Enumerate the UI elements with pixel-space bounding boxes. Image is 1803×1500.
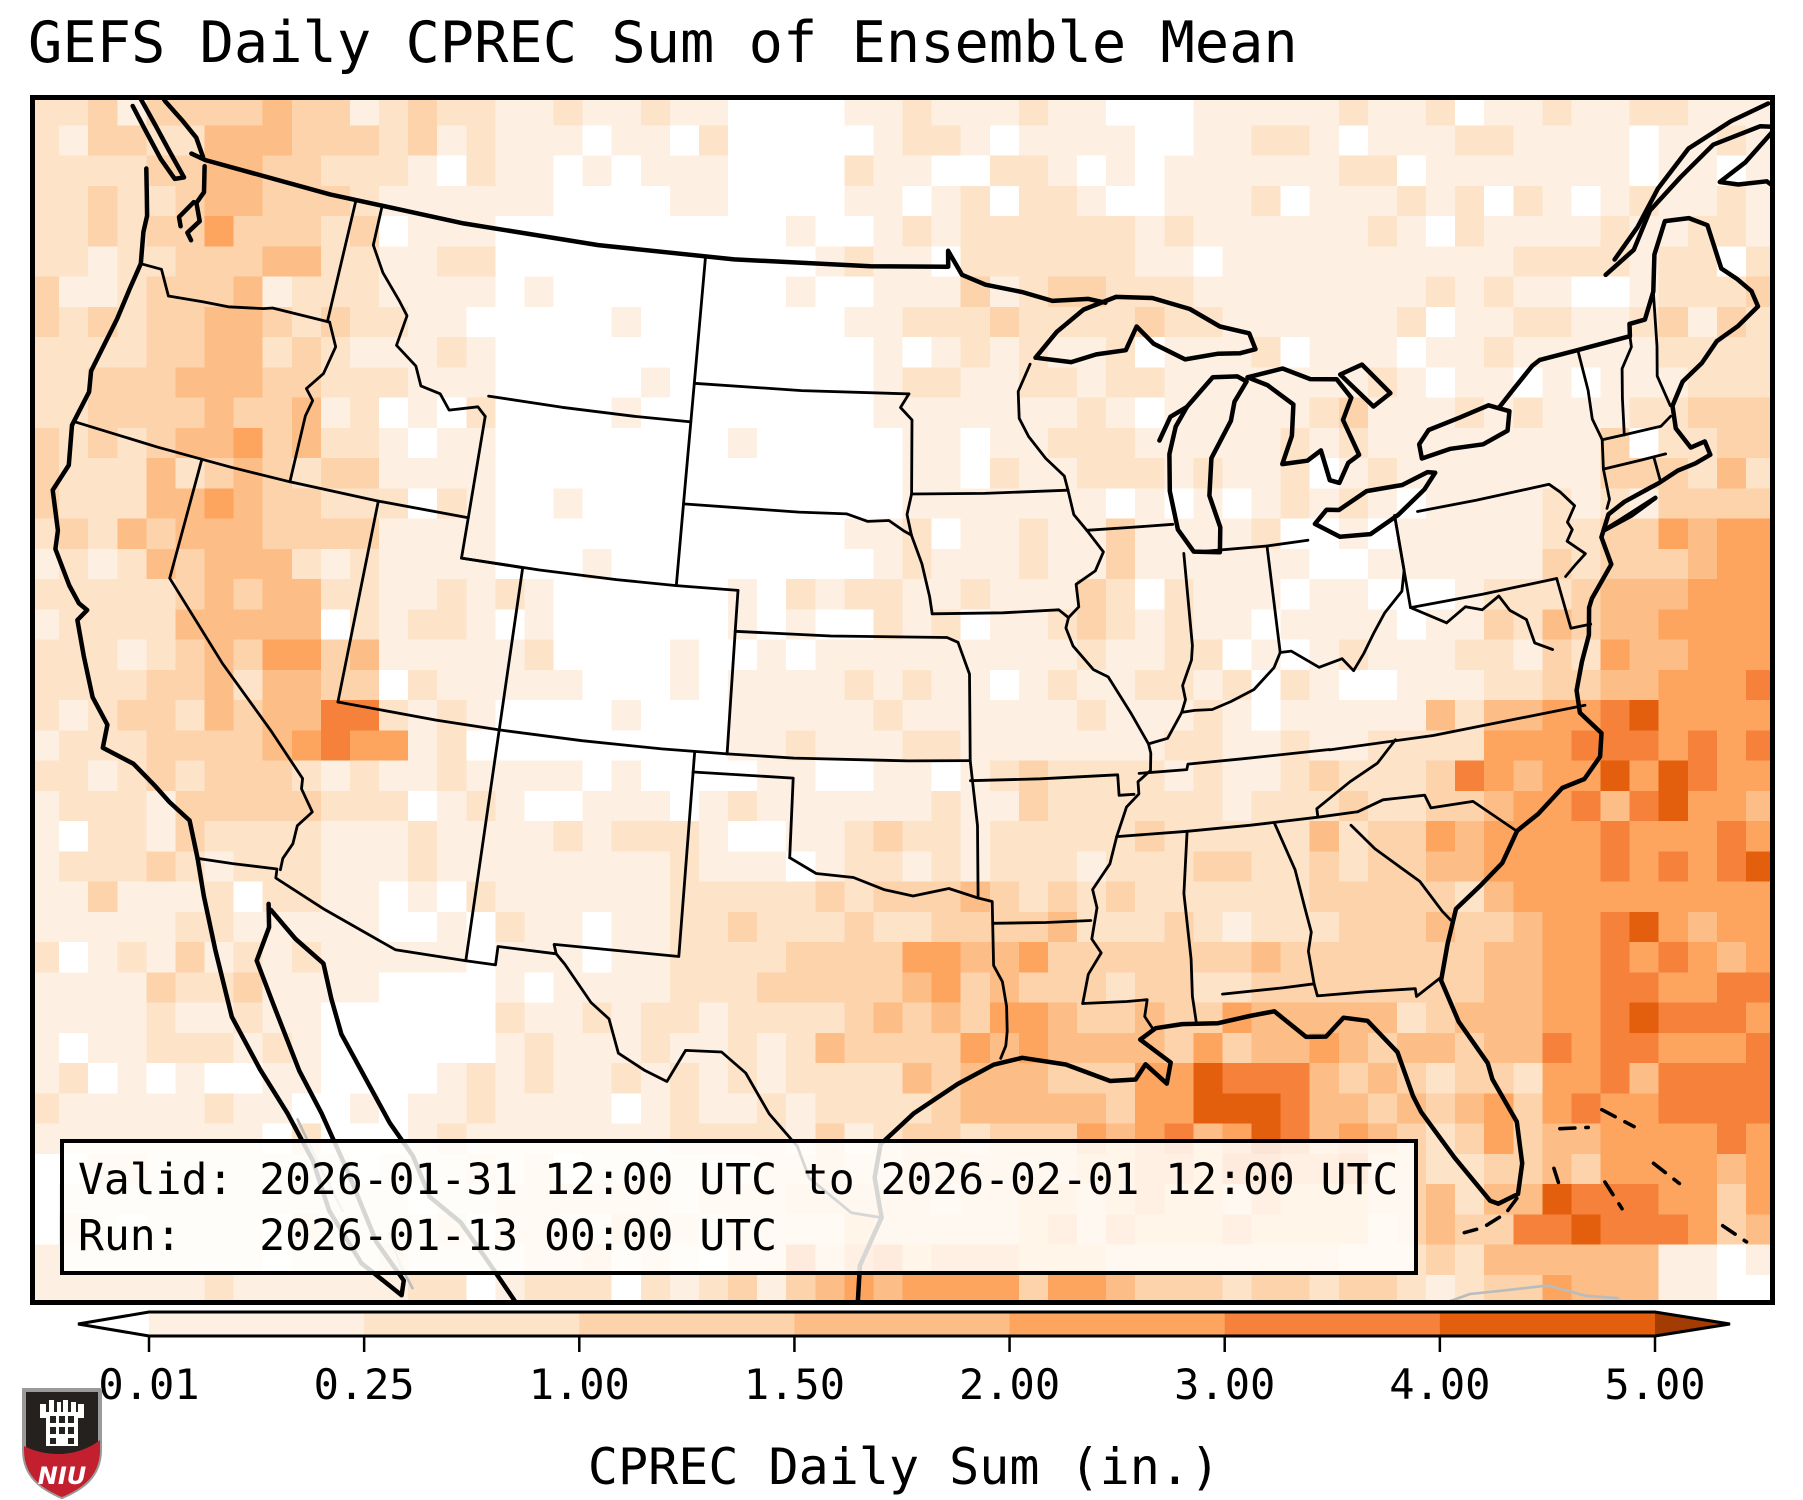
colorbar-tick-label: 0.25: [313, 1360, 415, 1409]
colorbar-axis-label: CPREC Daily Sum (in.): [587, 1438, 1221, 1496]
colorbar-tick-label: 4.00: [1389, 1360, 1491, 1409]
colorbar-tick-label: 1.00: [528, 1360, 630, 1409]
niu-logo: NIU: [22, 1388, 102, 1500]
map-frame: [30, 95, 1775, 1305]
map-canvas: [30, 95, 1775, 1305]
colorbar: [77, 1310, 1731, 1352]
coastline: [50, 95, 1775, 1305]
map-panel: [30, 95, 1775, 1305]
run-time-text: Run: 2026-01-13 00:00 UTC: [78, 1211, 777, 1261]
castle-icon: [40, 1400, 84, 1446]
valid-time-text: Valid: 2026-01-31 12:00 UTC to 2026-02-0…: [78, 1155, 1399, 1205]
state-borders: [71, 199, 1673, 1219]
colorbar-tick-label: 1.50: [743, 1360, 845, 1409]
colorbar-tick-label: 2.00: [958, 1360, 1061, 1409]
logo-letters: NIU: [38, 1462, 87, 1490]
logo-red-band: [24, 1440, 100, 1497]
page-title: GEFS Daily CPREC Sum of Ensemble Mean: [28, 10, 1298, 76]
info-box: Valid: 2026-01-31 12:00 UTC to 2026-02-0…: [60, 1139, 1418, 1275]
colorbar-tick-label: 0.01: [98, 1360, 200, 1409]
colorbar-tick-label: 3.00: [1174, 1360, 1276, 1409]
island-dashed-coastline: [1462, 1107, 1749, 1244]
colorbar-tick-label: 5.00: [1604, 1360, 1706, 1409]
